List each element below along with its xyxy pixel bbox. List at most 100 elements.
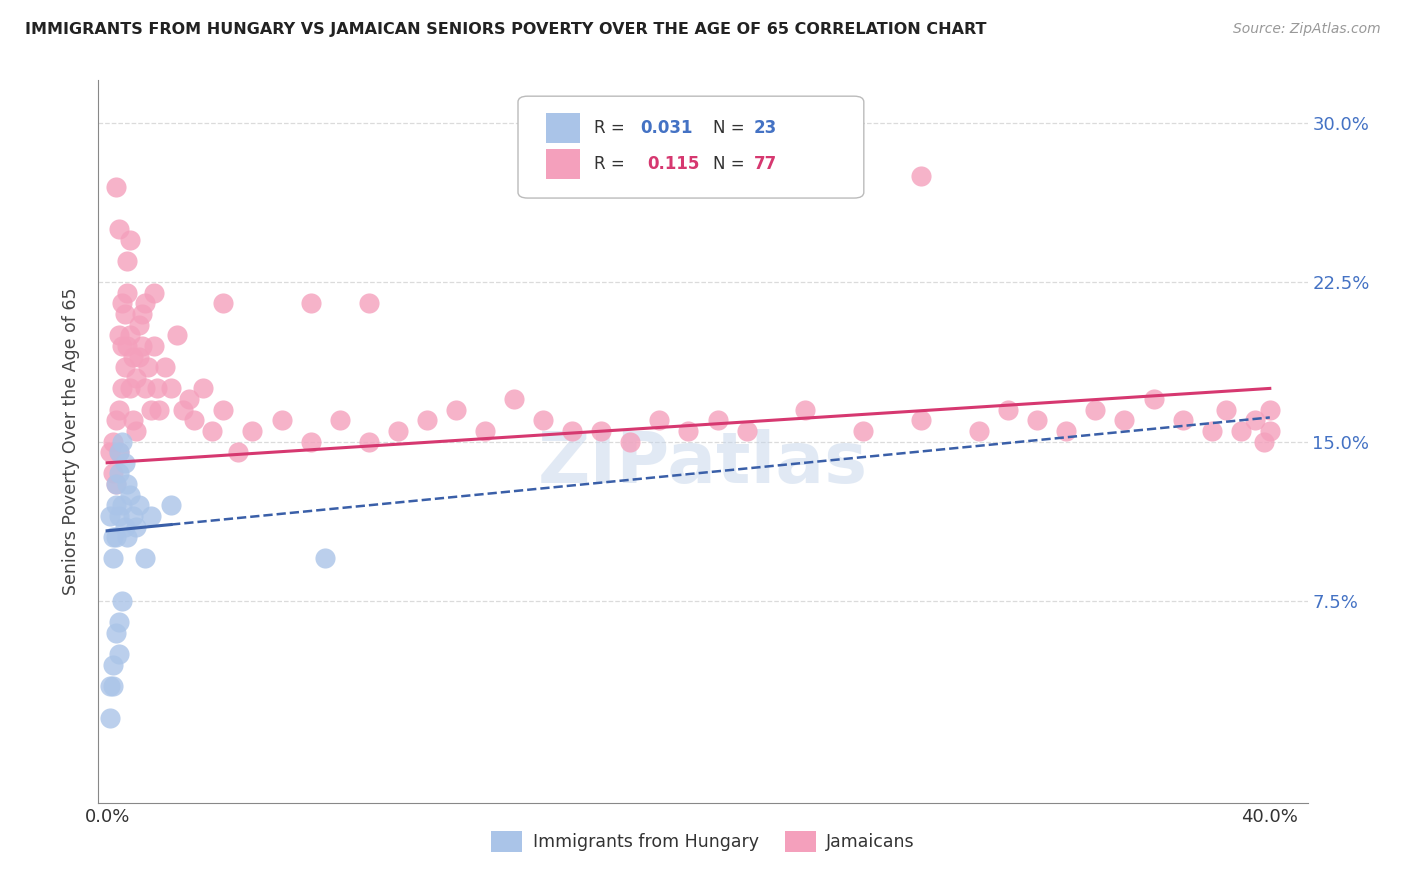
Point [191, 381, 214, 395]
Point [114, 307, 136, 321]
Point [242, 424, 264, 438]
Point [706, 413, 728, 427]
Point [131, 339, 153, 353]
Point [98, 508, 121, 523]
Text: Source: ZipAtlas.com: Source: ZipAtlas.com [1233, 22, 1381, 37]
Point [387, 424, 409, 438]
Point [852, 424, 875, 438]
Point [114, 519, 136, 533]
Point [793, 402, 815, 417]
FancyBboxPatch shape [546, 112, 579, 143]
Point [114, 456, 136, 470]
Point [107, 222, 129, 236]
Point [104, 477, 127, 491]
Point [98, 679, 121, 693]
Text: 23: 23 [754, 119, 778, 137]
Point [120, 233, 142, 247]
Point [125, 424, 148, 438]
Point [111, 339, 134, 353]
Point [104, 413, 127, 427]
Point [142, 339, 165, 353]
Point [967, 424, 990, 438]
Point [160, 381, 183, 395]
Point [183, 413, 205, 427]
Point [1084, 402, 1107, 417]
Point [107, 647, 129, 661]
Point [1258, 402, 1281, 417]
Point [122, 508, 145, 523]
Point [1244, 413, 1267, 427]
Point [101, 530, 124, 544]
Point [111, 594, 134, 608]
Text: 0.115: 0.115 [647, 155, 700, 173]
Point [357, 434, 380, 449]
Point [177, 392, 200, 406]
Point [125, 371, 148, 385]
Point [172, 402, 194, 417]
Text: 77: 77 [754, 155, 778, 173]
Point [1201, 424, 1223, 438]
Point [128, 498, 150, 512]
Point [134, 551, 156, 566]
Point [329, 413, 352, 427]
Text: IMMIGRANTS FROM HUNGARY VS JAMAICAN SENIORS POVERTY OVER THE AGE OF 65 CORRELATI: IMMIGRANTS FROM HUNGARY VS JAMAICAN SENI… [25, 22, 987, 37]
Point [619, 434, 641, 449]
Point [104, 179, 127, 194]
Point [114, 360, 136, 375]
Point [139, 402, 162, 417]
Point [107, 328, 129, 343]
Point [117, 254, 139, 268]
Point [145, 381, 167, 395]
Point [98, 711, 121, 725]
Point [107, 508, 129, 523]
Point [122, 350, 145, 364]
Point [111, 498, 134, 512]
Point [111, 381, 134, 395]
Point [111, 296, 134, 310]
Point [117, 477, 139, 491]
Point [107, 467, 129, 481]
Point [104, 477, 127, 491]
Point [160, 498, 183, 512]
Point [1026, 413, 1049, 427]
Point [357, 296, 380, 310]
Point [120, 381, 142, 395]
Point [1114, 413, 1136, 427]
Text: ZIPatlas: ZIPatlas [538, 429, 868, 498]
Point [314, 551, 336, 566]
Point [148, 402, 170, 417]
Point [117, 339, 139, 353]
Point [591, 424, 613, 438]
Point [444, 402, 467, 417]
Point [212, 402, 235, 417]
Point [136, 360, 159, 375]
Point [561, 424, 583, 438]
Point [117, 530, 139, 544]
Point [212, 296, 235, 310]
Point [1229, 424, 1251, 438]
Point [107, 402, 129, 417]
Point [503, 392, 526, 406]
Point [474, 424, 496, 438]
FancyBboxPatch shape [546, 149, 579, 179]
Point [678, 424, 700, 438]
Text: R =: R = [595, 119, 630, 137]
Legend: Immigrants from Hungary, Jamaicans: Immigrants from Hungary, Jamaicans [484, 824, 922, 859]
Point [735, 424, 758, 438]
Point [142, 285, 165, 300]
Point [107, 445, 129, 459]
Point [104, 625, 127, 640]
Y-axis label: Seniors Poverty Over the Age of 65: Seniors Poverty Over the Age of 65 [62, 288, 80, 595]
Point [101, 679, 124, 693]
Point [1258, 424, 1281, 438]
Point [270, 413, 292, 427]
Text: 0.031: 0.031 [640, 119, 693, 137]
Point [910, 413, 932, 427]
Point [910, 169, 932, 183]
FancyBboxPatch shape [517, 96, 863, 198]
Point [111, 434, 134, 449]
Point [104, 498, 127, 512]
Point [107, 445, 129, 459]
Point [101, 434, 124, 449]
Point [117, 285, 139, 300]
